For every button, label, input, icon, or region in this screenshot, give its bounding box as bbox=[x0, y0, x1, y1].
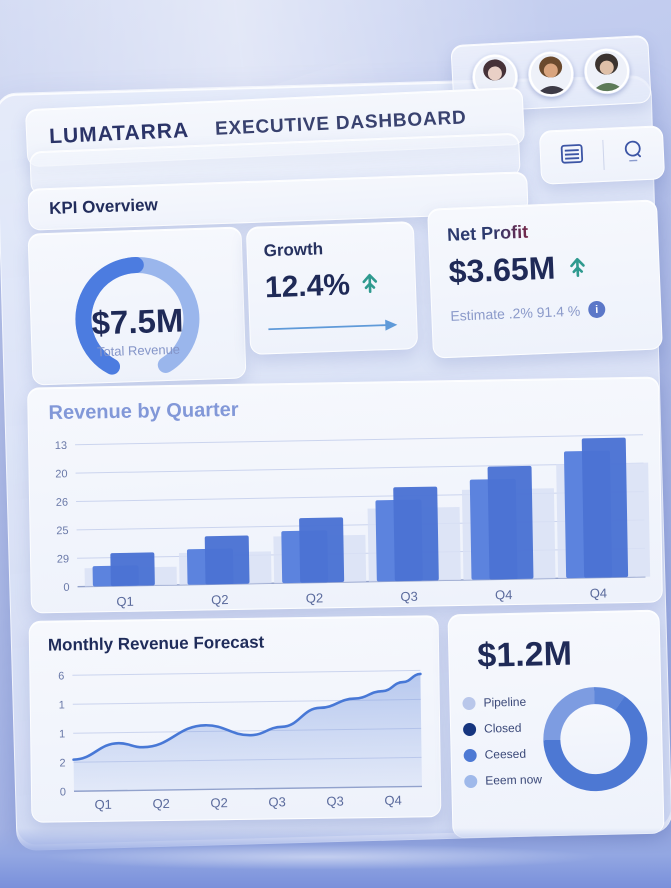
brand-logo: LUMATARRA bbox=[48, 118, 190, 149]
svg-text:Q2: Q2 bbox=[211, 592, 229, 607]
floor-reflection bbox=[40, 844, 600, 870]
section-heading: KPI Overview bbox=[48, 195, 159, 218]
svg-text:26: 26 bbox=[56, 497, 68, 509]
avatar-man-green-shirt[interactable] bbox=[583, 47, 631, 95]
svg-text:1: 1 bbox=[59, 699, 65, 711]
arrow-up-icon bbox=[359, 267, 380, 302]
legend-item: Pipeline bbox=[462, 694, 540, 710]
background-floor bbox=[0, 828, 671, 888]
legend-item: Eeem now bbox=[464, 772, 542, 788]
info-icon[interactable]: i bbox=[587, 300, 606, 319]
svg-text:Q4: Q4 bbox=[590, 585, 608, 600]
net-profit-card: Net Profit $3.65M Estimate .2% 91.4 % i bbox=[427, 199, 663, 359]
legend-dot-icon bbox=[463, 748, 477, 762]
list-icon[interactable] bbox=[558, 141, 585, 171]
svg-text:Q4: Q4 bbox=[384, 793, 402, 808]
revenue-gauge bbox=[39, 234, 236, 381]
growth-card: Growth 12.4% bbox=[245, 221, 419, 355]
revenue-by-quarter-card: Revenue by Quarter 13 20 26 25 29 0 Q1 Q2 Q2 Q3 Q4… bbox=[27, 376, 663, 614]
legend-label: Pipeline bbox=[483, 694, 527, 710]
toolbar-icons bbox=[538, 125, 666, 185]
svg-text:Q1: Q1 bbox=[116, 594, 134, 609]
svg-text:Q2: Q2 bbox=[152, 796, 170, 811]
svg-text:6: 6 bbox=[58, 670, 64, 682]
svg-text:0: 0 bbox=[63, 582, 69, 594]
legend-item: Ceesed bbox=[463, 746, 542, 762]
avatar-man-brown-hair[interactable] bbox=[527, 50, 575, 98]
svg-text:29: 29 bbox=[57, 553, 69, 565]
growth-label: Growth bbox=[263, 239, 324, 261]
total-revenue-value: $7.5M bbox=[91, 301, 184, 342]
legend-label: Ceesed bbox=[484, 746, 527, 762]
pipeline-summary-card: $1.2M Pipeline Closed Ceesed Eeem now bbox=[447, 609, 665, 839]
total-revenue-card: $7.5M Total Revenue bbox=[27, 226, 247, 386]
svg-text:25: 25 bbox=[56, 525, 68, 537]
pipeline-legend: Pipeline Closed Ceesed Eeem now bbox=[462, 694, 542, 788]
legend-dot-icon bbox=[462, 722, 477, 736]
pipeline-donut-chart bbox=[541, 685, 649, 793]
forecast-chart-title: Monthly Revenue Forecast bbox=[47, 632, 265, 655]
arrow-up-icon bbox=[567, 248, 588, 286]
net-profit-label: Net Profit bbox=[446, 221, 529, 245]
svg-text:2: 2 bbox=[59, 757, 65, 769]
toolbar-divider bbox=[601, 139, 605, 170]
svg-text:Q2: Q2 bbox=[210, 795, 228, 810]
growth-value: 12.4% bbox=[264, 268, 351, 305]
revenue-bar-chart: 13 20 26 25 29 0 Q1 Q2 Q2 Q3 Q4 Q4 bbox=[55, 434, 651, 609]
monthly-forecast-card: Monthly Revenue Forecast 6 1 1 2 0 Q1 Q2 Q2 Q3 Q3… bbox=[28, 615, 442, 823]
legend-item: Closed bbox=[462, 720, 541, 736]
legend-dot-icon bbox=[464, 774, 478, 788]
forecast-area-chart: 6 1 1 2 0 Q1 Q2 Q2 Q3 Q3 Q4 bbox=[58, 669, 422, 812]
svg-text:0: 0 bbox=[60, 786, 66, 798]
svg-text:Q2: Q2 bbox=[306, 590, 324, 605]
legend-label: Eeem now bbox=[485, 772, 543, 788]
svg-text:Q4: Q4 bbox=[495, 587, 513, 602]
legend-dot-icon bbox=[462, 696, 476, 710]
svg-text:20: 20 bbox=[55, 468, 67, 480]
estimate-text: Estimate .2% 91.4 % bbox=[450, 302, 581, 324]
pipeline-value: $1.2M bbox=[477, 634, 573, 675]
svg-text:Q1: Q1 bbox=[94, 797, 112, 812]
svg-text:Q3: Q3 bbox=[268, 794, 286, 809]
svg-text:Q3: Q3 bbox=[326, 793, 344, 808]
trend-arrow-icon bbox=[266, 317, 401, 341]
svg-text:1: 1 bbox=[59, 728, 65, 740]
svg-text:Q3: Q3 bbox=[400, 589, 418, 604]
search-icon[interactable] bbox=[621, 138, 646, 170]
svg-text:13: 13 bbox=[55, 440, 67, 452]
legend-label: Closed bbox=[483, 720, 522, 736]
net-profit-value: $3.65M bbox=[447, 249, 557, 290]
